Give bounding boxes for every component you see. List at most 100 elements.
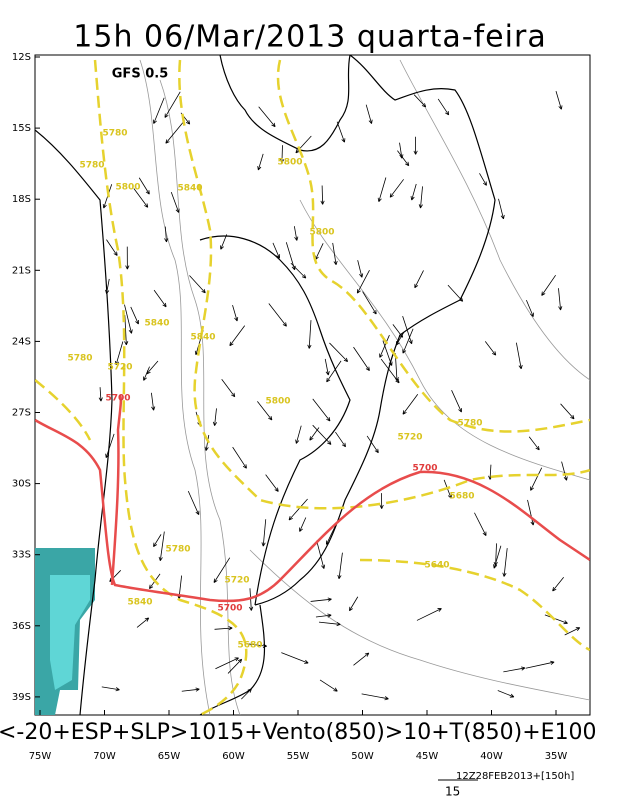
lat-label: 24S (12, 336, 31, 347)
wind-arrow (246, 643, 267, 648)
wind-arrow (153, 289, 167, 308)
wind-arrow (318, 621, 341, 627)
wind-arrow (365, 104, 373, 124)
wind-arrow (105, 278, 110, 294)
wind-arrow (165, 120, 185, 144)
scale-label: 15 (445, 785, 460, 799)
wind-arrow (558, 288, 563, 311)
map-layers: 5780 5780 5800 5840 5800 5800 5840 5840 5780 5720… (35, 55, 590, 715)
contour-label: 5680 (237, 641, 262, 651)
wind-arrow (220, 234, 228, 250)
wind-arrow (213, 557, 231, 583)
wind-arrow (527, 499, 535, 526)
contour-label: 5840 (144, 319, 169, 329)
contour-label: 5800 (115, 183, 140, 193)
wind-arrow (493, 545, 502, 569)
contour-label: 5780 (102, 129, 127, 139)
model-label: GFS 0.5 (112, 67, 168, 82)
lat-label: 36S (12, 621, 31, 632)
lat-label: 15S (12, 123, 31, 134)
wind-arrow (258, 106, 276, 128)
wind-arrow (515, 342, 523, 370)
wind-arrow (221, 378, 236, 398)
wind-arrow (484, 341, 497, 356)
wind-arrow (366, 435, 379, 454)
contour-label: 5700 (217, 604, 242, 614)
contour-label: 5840 (177, 184, 202, 194)
wind-arrow (115, 341, 124, 366)
contour-label: 5680 (449, 492, 474, 502)
wind-arrow (326, 360, 342, 383)
wind-arrow (526, 299, 534, 317)
borders (35, 55, 496, 715)
wind-arrow (544, 614, 568, 625)
wind-arrow (153, 97, 165, 124)
wind-arrow (329, 342, 349, 363)
wind-arrow (214, 626, 233, 631)
wind-arrow (181, 687, 200, 692)
wind-arrow (503, 666, 526, 673)
wind-arrow (451, 390, 462, 413)
wind-arrow (312, 424, 332, 445)
wind-arrow (143, 366, 150, 381)
wind-arrow (560, 403, 575, 420)
contour-label: 5780 (79, 161, 104, 171)
wind-arrow (410, 183, 417, 201)
lon-label: 35W (545, 751, 568, 762)
wind-arrow (232, 446, 247, 469)
lat-label: 27S (12, 408, 31, 419)
contour-label: 5800 (277, 158, 302, 168)
lat-label: 39S (12, 692, 31, 703)
wind-arrow (268, 303, 287, 327)
wind-arrow (153, 534, 162, 548)
wind-arrow (353, 652, 370, 666)
wind-arrow (336, 121, 346, 143)
wind-arrow (413, 94, 427, 108)
wind-arrow (105, 433, 115, 458)
wind-arrow (564, 627, 581, 636)
wind-arrow (204, 434, 210, 451)
contour-label: 5780 (67, 354, 92, 364)
wind-arrow (272, 242, 281, 259)
wind-arrow (561, 461, 568, 481)
wind-arrow (164, 91, 181, 118)
wind-arrow (530, 467, 543, 491)
wind-arrow (528, 436, 540, 451)
wind-arrow (357, 260, 364, 278)
wind-arrow (133, 188, 149, 208)
wind-arrow (337, 552, 343, 580)
wind-arrow (416, 608, 442, 621)
wind-arrow (502, 548, 508, 577)
lat-label: 21S (12, 265, 31, 276)
wind-arrow (227, 658, 243, 674)
contour-label: 5720 (224, 576, 249, 586)
wind-arrow (397, 150, 410, 167)
wind-arrow (356, 270, 370, 294)
contour-labels: 5780 5780 5800 5840 5800 5800 5840 5840 5780 5720… (67, 129, 482, 651)
wind-arrow (395, 331, 405, 346)
lon-label: 55W (287, 751, 310, 762)
lat-label: 30S (12, 479, 31, 490)
contour-label: 5840 (127, 598, 152, 608)
wind-arrow (106, 239, 118, 256)
wind-arrow (125, 246, 130, 270)
contour-label: 5780 (165, 545, 190, 555)
wind-arrow (124, 304, 133, 334)
wind-arrow (310, 597, 332, 602)
wind-arrow (232, 305, 239, 322)
wind-arrow (418, 186, 423, 209)
wind-arrow (402, 315, 413, 345)
wind-arrow (124, 315, 129, 346)
precip-area (50, 575, 90, 690)
wind-arrow (257, 401, 273, 421)
wind-arrow (414, 270, 424, 289)
wind-arrow (319, 679, 338, 692)
thickness-contours (35, 59, 590, 715)
wind-arrow (377, 177, 387, 203)
wind-arrow (229, 325, 246, 347)
wind-arrow (379, 334, 390, 358)
wind-arrow (241, 688, 252, 700)
lon-label: 70W (93, 751, 116, 762)
wind-arrow (285, 242, 296, 271)
